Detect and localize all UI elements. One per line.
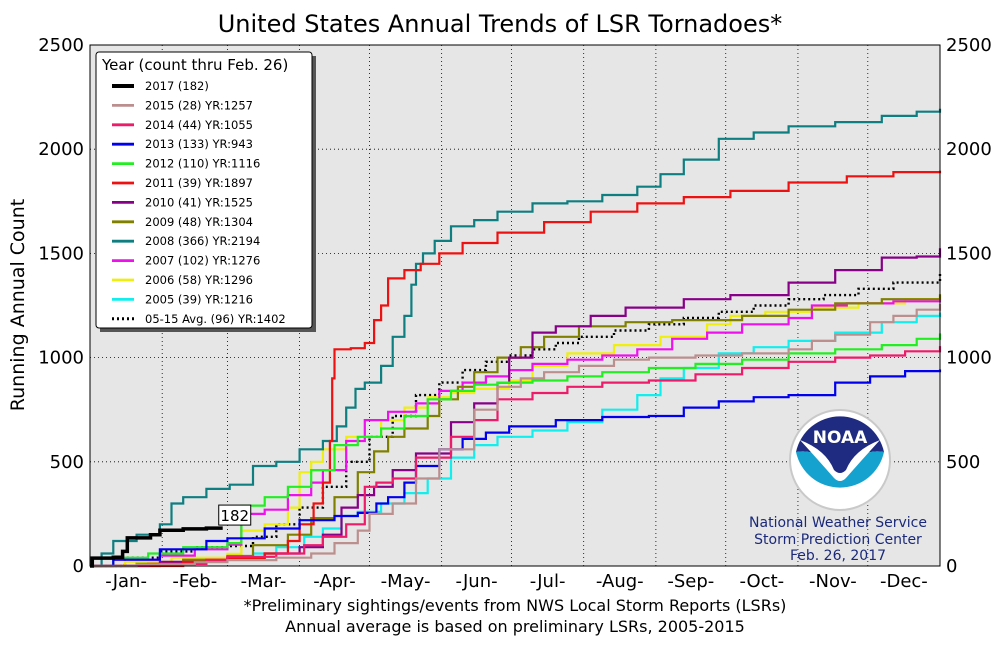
legend-title: Year (count thru Feb. 26) bbox=[101, 56, 288, 74]
x-tick-label: -Nov- bbox=[809, 571, 857, 592]
y-tick-label-right: 500 bbox=[946, 452, 980, 473]
footnote-line-1: *Preliminary sightings/events from NWS L… bbox=[244, 596, 787, 615]
x-tick-label: -Jun- bbox=[456, 571, 498, 592]
plot-frame bbox=[89, 44, 941, 567]
y-tick-label-right: 0 bbox=[946, 556, 957, 577]
y-axis-right: 0 500 1000 1500 2000 2500 bbox=[946, 35, 992, 577]
chart-title: United States Annual Trends of LSR Torna… bbox=[218, 10, 783, 38]
credit-line-3: Feb. 26, 2017 bbox=[790, 548, 886, 564]
series-line bbox=[90, 333, 942, 568]
annotation-box bbox=[218, 504, 252, 526]
y-tick-label-left: 0 bbox=[73, 556, 84, 577]
credit-line-1: National Weather Service bbox=[749, 515, 927, 531]
x-tick-label: -Dec- bbox=[880, 571, 928, 592]
x-axis: -Jan- -Feb- -Mar- -Apr- -May- -Jun- -Jul- -Aug-… bbox=[105, 571, 928, 592]
y-tick-label-left: 1500 bbox=[38, 243, 84, 264]
legend-items: 2017 (182) 2015 (28) YR:1257 2014 (44) YR:… bbox=[112, 79, 286, 326]
y-tick-label-right: 2500 bbox=[946, 35, 992, 56]
legend-label: 2014 (44) YR:1055 bbox=[145, 118, 253, 132]
x-tick-label: -Aug- bbox=[596, 571, 644, 592]
legend-label: 2012 (110) YR:1116 bbox=[145, 157, 260, 171]
y-tick-label-right: 1500 bbox=[946, 243, 992, 264]
series-line bbox=[90, 526, 223, 568]
y-tick-label-left: 1000 bbox=[38, 348, 84, 369]
series-line bbox=[90, 273, 942, 568]
series-line bbox=[90, 304, 942, 568]
x-tick-label: -Sep- bbox=[667, 571, 714, 592]
legend-label: 2006 (58) YR:1296 bbox=[145, 273, 253, 287]
y-tick-label-left: 500 bbox=[50, 452, 84, 473]
legend-label: 2005 (39) YR:1216 bbox=[145, 292, 253, 306]
legend-label: 2009 (48) YR:1304 bbox=[145, 215, 253, 229]
credit-line-2: Storm Prediction Center bbox=[754, 532, 922, 548]
footnote-line-2: Annual average is based on preliminary L… bbox=[285, 617, 745, 636]
legend-label: 2008 (366) YR:2194 bbox=[145, 234, 260, 248]
x-tick-label: -Apr- bbox=[313, 571, 356, 592]
legend-label: 2011 (39) YR:1897 bbox=[145, 176, 253, 190]
noaa-logo: NOAA bbox=[789, 409, 891, 511]
y-axis-left: 0 500 1000 1500 2000 2500 bbox=[38, 35, 84, 577]
y-tick-label-left: 2500 bbox=[38, 35, 84, 56]
x-tick-label: -Mar- bbox=[241, 571, 287, 592]
x-tick-label: -Jan- bbox=[105, 571, 147, 592]
x-tick-label: -May- bbox=[381, 571, 431, 592]
noaa-logo-sky bbox=[796, 416, 884, 479]
annotation-label: 182 bbox=[220, 507, 249, 525]
y-tick-label-right: 1000 bbox=[946, 348, 992, 369]
legend-label: 2013 (133) YR:943 bbox=[145, 137, 253, 151]
legend-label: 2007 (102) YR:1276 bbox=[145, 254, 260, 268]
legend: Year (count thru Feb. 26) 2017 (182) 2015… bbox=[95, 51, 316, 332]
noaa-logo-text: NOAA bbox=[813, 428, 868, 448]
y-tick-label-right: 2000 bbox=[946, 139, 992, 160]
series-line bbox=[90, 108, 942, 568]
legend-label: 05-15 Avg. (96) YR:1402 bbox=[145, 312, 286, 326]
x-tick-label: -Jul- bbox=[530, 571, 566, 592]
y-axis-label: Running Annual Count bbox=[7, 199, 29, 411]
legend-box bbox=[95, 51, 313, 329]
legend-label: 2010 (41) YR:1525 bbox=[145, 195, 253, 209]
x-tick-label: -Oct- bbox=[740, 571, 785, 592]
legend-label: 2017 (182) bbox=[145, 79, 209, 93]
y-tick-label-left: 2000 bbox=[38, 139, 84, 160]
noaa-gull-icon bbox=[800, 440, 880, 481]
series-line bbox=[90, 170, 942, 568]
legend-label: 2015 (28) YR:1257 bbox=[145, 98, 253, 112]
x-tick-label: -Feb- bbox=[172, 571, 217, 592]
current-count-annotation: 182 bbox=[218, 504, 252, 526]
noaa-logo-sea bbox=[796, 451, 884, 488]
